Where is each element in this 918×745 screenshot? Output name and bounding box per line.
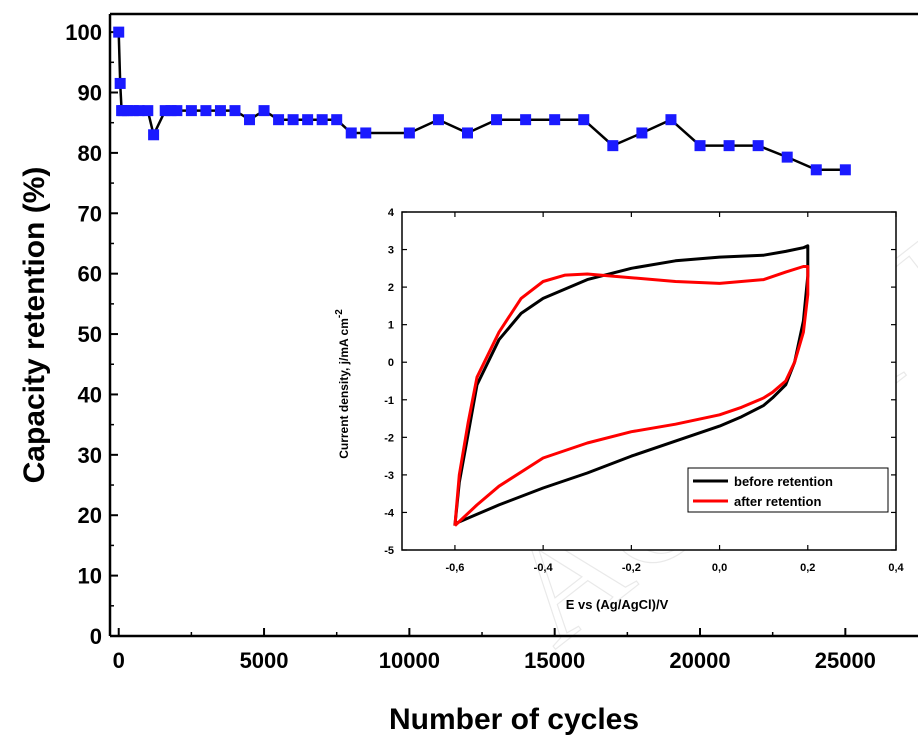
main-data-point: [121, 105, 133, 117]
main-data-point: [723, 140, 735, 152]
inset-y-tick-label: -3: [384, 470, 394, 482]
main-x-tick-label: 25000: [815, 648, 876, 673]
main-data-point: [578, 114, 590, 126]
inset-y-tick-label: 2: [388, 282, 394, 294]
main-y-tick-label: 70: [78, 201, 102, 226]
main-data-point: [302, 114, 314, 126]
main-y-tick-label: 90: [78, 81, 102, 106]
main-data-point: [781, 151, 793, 163]
main-data-point: [432, 114, 444, 126]
main-y-tick-label: 10: [78, 564, 102, 589]
main-data-point: [331, 114, 343, 126]
main-x-tick-label: 20000: [669, 648, 730, 673]
inset-y-axis-label-superscript: -2: [334, 309, 345, 318]
inset-chart: -5 -4 -3 -2 -1 0 1 2 3 4 -0,6 -0,4 -0,2 0,0 0,2 0,4 E vs…: [334, 207, 905, 612]
main-y-tick-label: 60: [78, 262, 102, 287]
main-data-point: [549, 114, 561, 126]
main-data-point: [520, 114, 532, 126]
main-data-point: [316, 114, 328, 126]
main-data-point: [142, 105, 154, 117]
main-x-tick-label: 15000: [524, 648, 585, 673]
inset-y-tick-label: -1: [384, 395, 394, 407]
main-y-tick-label: 80: [78, 141, 102, 166]
main-y-tick-label: 40: [78, 382, 102, 407]
main-data-point: [636, 127, 648, 139]
legend-label: before retention: [734, 474, 833, 489]
inset-y-tick-label: -5: [384, 545, 394, 557]
inset-x-tick-label: -0,4: [534, 562, 554, 574]
main-x-tick-label: 5000: [240, 648, 289, 673]
inset-y-tick-label: 3: [388, 245, 394, 257]
main-x-axis-label: Number of cycles: [389, 703, 639, 736]
main-data-point: [165, 105, 177, 117]
main-data-point: [607, 140, 619, 152]
inset-y-tick-label: -2: [384, 432, 394, 444]
main-data-point: [273, 114, 285, 126]
main-data-point: [345, 127, 357, 139]
main-data-point: [148, 129, 160, 141]
inset-y-tick-label: -4: [384, 507, 395, 519]
inset-y-tick-label: 1: [388, 320, 394, 332]
main-data-point: [114, 77, 126, 89]
main-data-point: [752, 140, 764, 152]
main-data-point: [171, 105, 183, 117]
main-data-point: [403, 127, 415, 139]
main-x-tick-label: 0: [113, 648, 125, 673]
main-y-axis-label: Capacity retention (%): [18, 167, 51, 484]
main-data-point: [229, 105, 241, 117]
inset-x-tick-label: -0,2: [622, 562, 641, 574]
main-data-point: [185, 105, 197, 117]
main-data-point: [244, 114, 256, 126]
inset-y-tick-label: 4: [388, 207, 395, 219]
inset-x-tick-label: 0,4: [888, 562, 904, 574]
main-data-point: [491, 114, 503, 126]
main-data-point: [461, 127, 473, 139]
main-data-point: [127, 105, 139, 117]
inset-x-tick-label: 0,0: [712, 562, 727, 574]
main-data-point: [665, 114, 677, 126]
cv-after-retention-curve: [453, 265, 810, 527]
main-data-point: [694, 140, 706, 152]
main-data-point: [200, 105, 212, 117]
main-data-point: [258, 105, 270, 117]
main-data-point: [287, 114, 299, 126]
main-data-point: [159, 105, 171, 117]
main-x-tick-label: 10000: [379, 648, 440, 673]
inset-legend-box: [687, 467, 889, 513]
main-data-point: [133, 105, 145, 117]
main-y-tick-label: 20: [78, 503, 102, 528]
main-y-tick-label: 100: [65, 20, 102, 45]
main-series-line: [117, 32, 846, 172]
main-data-point: [360, 127, 372, 139]
legend-label: after retention: [734, 494, 821, 509]
main-data-point: [839, 164, 851, 176]
main-y-tick-label: 50: [78, 322, 102, 347]
inset-y-tick-label: 0: [388, 357, 394, 369]
main-y-tick-label: 0: [90, 624, 102, 649]
main-data-point: [113, 26, 125, 38]
inset-x-axis-label: E vs (Ag/AgCl)/V: [566, 597, 669, 612]
main-data-point: [810, 164, 822, 176]
inset-x-tick-label: 0,2: [800, 562, 815, 574]
inset-x-tick-label: -0,6: [445, 562, 464, 574]
inset-y-axis-label: Current density, j/mA cm-2: [334, 309, 351, 459]
main-data-point: [214, 105, 226, 117]
main-y-tick-label: 30: [78, 443, 102, 468]
